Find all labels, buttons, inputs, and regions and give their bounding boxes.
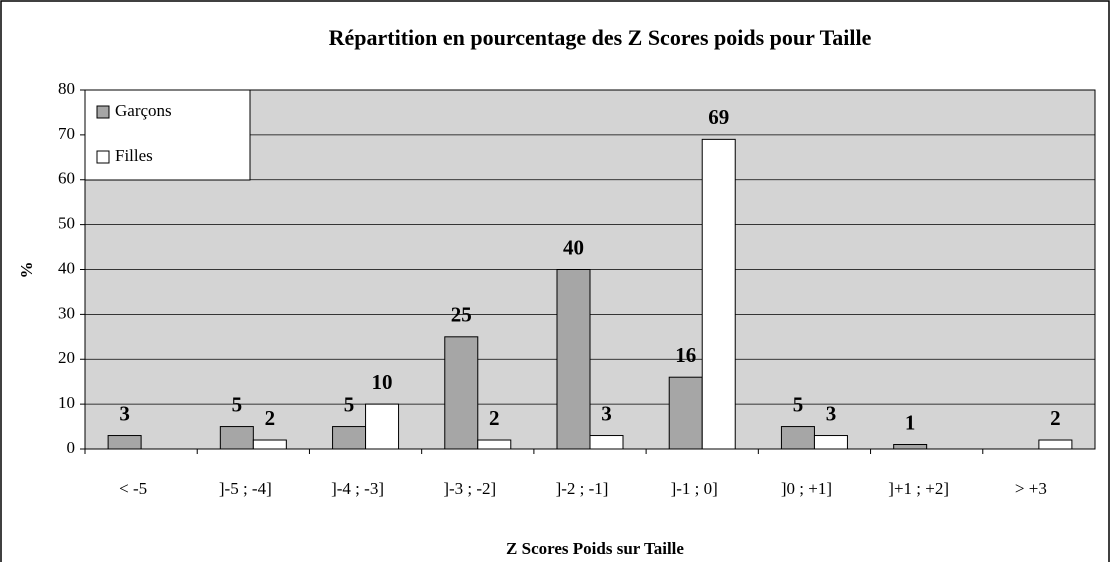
bar <box>780 426 815 450</box>
data-label: 5 <box>232 392 243 416</box>
data-label: 2 <box>489 406 500 430</box>
data-label: 1 <box>905 410 916 434</box>
x-tick-label: ]-1 ; 0] <box>671 479 718 498</box>
bar <box>477 439 512 450</box>
x-tick-label: ]-5 ; -4] <box>219 479 272 498</box>
bar <box>701 138 736 450</box>
data-label: 2 <box>265 406 276 430</box>
data-label: 3 <box>119 401 130 425</box>
y-tick-label: 80 <box>58 79 75 98</box>
data-label: 69 <box>708 105 729 129</box>
x-axis-label: Z Scores Poids sur Taille <box>506 539 684 558</box>
data-label: 16 <box>675 343 696 367</box>
data-label: 10 <box>372 370 393 394</box>
bar <box>107 435 142 450</box>
bar <box>365 403 400 450</box>
bar <box>332 426 367 450</box>
x-tick-label: ]-2 ; -1] <box>556 479 609 498</box>
legend-box <box>84 89 251 181</box>
x-tick-label: < -5 <box>119 479 147 498</box>
y-tick-label: 0 <box>67 438 76 457</box>
data-label: 5 <box>344 392 355 416</box>
y-tick-label: 10 <box>58 393 75 412</box>
legend-label: Garçons <box>115 101 172 120</box>
y-tick-label: 50 <box>58 214 75 233</box>
data-label: 40 <box>563 235 584 259</box>
y-tick-label: 30 <box>58 303 75 322</box>
bar <box>252 439 287 450</box>
x-tick-label: > +3 <box>1015 479 1047 498</box>
bar <box>668 376 703 450</box>
x-tick-label: ]-4 ; -3] <box>331 479 384 498</box>
legend-swatch <box>96 150 110 164</box>
bar <box>1038 439 1073 450</box>
bar <box>219 426 254 450</box>
x-tick-label: ]-3 ; -2] <box>443 479 496 498</box>
x-tick-label: ]+1 ; +2] <box>888 479 949 498</box>
bar <box>589 435 624 450</box>
bar <box>556 269 591 450</box>
data-label: 3 <box>826 401 837 425</box>
bar <box>893 444 928 450</box>
y-tick-label: 40 <box>58 258 75 277</box>
y-tick-label: 60 <box>58 169 75 188</box>
bar <box>444 336 479 450</box>
legend-swatch <box>96 105 110 119</box>
y-tick-label: 70 <box>58 124 75 143</box>
y-tick-label: 20 <box>58 348 75 367</box>
chart-title: Répartition en pourcentage des Z Scores … <box>329 25 872 50</box>
data-label: 3 <box>601 401 612 425</box>
y-axis-label: % <box>17 262 36 279</box>
data-label: 5 <box>793 392 804 416</box>
x-tick-label: ]0 ; +1] <box>781 479 832 498</box>
legend-label: Filles <box>115 146 153 165</box>
data-label: 25 <box>451 303 472 327</box>
bar <box>813 435 848 450</box>
data-label: 2 <box>1050 406 1061 430</box>
